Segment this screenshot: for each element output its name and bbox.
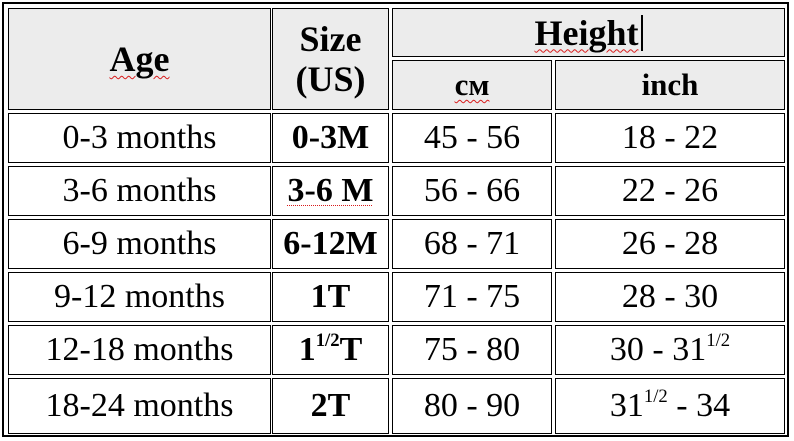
header-inch-label: inch xyxy=(641,67,699,102)
cell-cm: 45 - 56 xyxy=(392,113,552,163)
size-chart-table xyxy=(2,2,789,437)
cell-cm-text: 45 - 56 xyxy=(423,119,521,156)
cell-cm-text: 71 - 75 xyxy=(423,278,521,315)
cell-cm-text: 56 - 66 xyxy=(423,172,521,209)
cell-size: 2T xyxy=(272,378,389,434)
header-size-label: Size xyxy=(299,18,362,59)
cell-inch: 26 - 28 xyxy=(555,219,785,269)
cell-age-text: 9-12 months xyxy=(54,278,225,315)
cell-inch: 22 - 26 xyxy=(555,166,785,216)
cell-size: 3-6 M xyxy=(272,166,389,216)
cell-age-text: 18-24 months xyxy=(45,387,234,424)
cell-size-text: 11/2T xyxy=(298,329,363,368)
cell-cm-text: 75 - 80 xyxy=(423,331,521,368)
cell-size-text: 2T xyxy=(310,387,351,424)
cell-inch-text: 18 - 22 xyxy=(621,119,719,156)
cell-size-text: 3-6 M xyxy=(287,172,374,209)
header-height-label: Height xyxy=(534,12,639,53)
cell-age: 9-12 months xyxy=(8,272,271,322)
cell-cm: 56 - 66 xyxy=(392,166,552,216)
cell-cm-text: 80 - 90 xyxy=(423,387,521,424)
cell-age-text: 0-3 months xyxy=(62,119,217,156)
header-size: Size (US) xyxy=(272,8,389,110)
cell-age-text: 6-9 months xyxy=(62,225,217,262)
cell-age: 3-6 months xyxy=(8,166,271,216)
superscript-fraction: 1/2 xyxy=(706,329,731,351)
cell-inch: 311/2 - 34 xyxy=(555,378,785,434)
superscript-fraction: 1/2 xyxy=(643,385,668,407)
cell-size-text: 0-3M xyxy=(291,119,370,156)
cell-size: 11/2T xyxy=(272,325,389,375)
cell-age: 12-18 months xyxy=(8,325,271,375)
header-cm-label: см xyxy=(454,67,490,102)
cell-inch: 28 - 30 xyxy=(555,272,785,322)
cell-cm: 71 - 75 xyxy=(392,272,552,322)
cell-inch-text: 28 - 30 xyxy=(621,278,719,315)
cell-cm: 68 - 71 xyxy=(392,219,552,269)
cell-size: 1T xyxy=(272,272,389,322)
cell-inch: 18 - 22 xyxy=(555,113,785,163)
header-cm: см xyxy=(392,60,552,110)
cell-inch-text: 22 - 26 xyxy=(621,172,719,209)
header-height: Height xyxy=(392,8,785,57)
cell-age-text: 12-18 months xyxy=(45,331,234,368)
cell-size: 0-3M xyxy=(272,113,389,163)
header-age: Age xyxy=(8,8,271,110)
cell-inch-text: 26 - 28 xyxy=(621,225,719,262)
header-size-unit: (US) xyxy=(295,59,366,99)
cell-size: 6-12M xyxy=(272,219,389,269)
header-age-label: Age xyxy=(109,39,170,79)
cell-inch-text: 311/2 - 34 xyxy=(609,385,731,424)
cell-size-text: 1T xyxy=(310,278,351,315)
cell-age: 0-3 months xyxy=(8,113,271,163)
superscript-fraction: 1/2 xyxy=(315,329,340,351)
cell-age-text: 3-6 months xyxy=(62,172,217,209)
text-cursor xyxy=(640,14,643,51)
cell-cm: 75 - 80 xyxy=(392,325,552,375)
cell-cm-text: 68 - 71 xyxy=(423,225,521,262)
cell-inch: 30 - 311/2 xyxy=(555,325,785,375)
cell-age: 6-9 months xyxy=(8,219,271,269)
cell-size-text: 6-12M xyxy=(283,225,378,262)
cell-age: 18-24 months xyxy=(8,378,271,434)
cell-inch-text: 30 - 311/2 xyxy=(609,329,731,368)
cell-cm: 80 - 90 xyxy=(392,378,552,434)
header-inch: inch xyxy=(555,60,785,110)
